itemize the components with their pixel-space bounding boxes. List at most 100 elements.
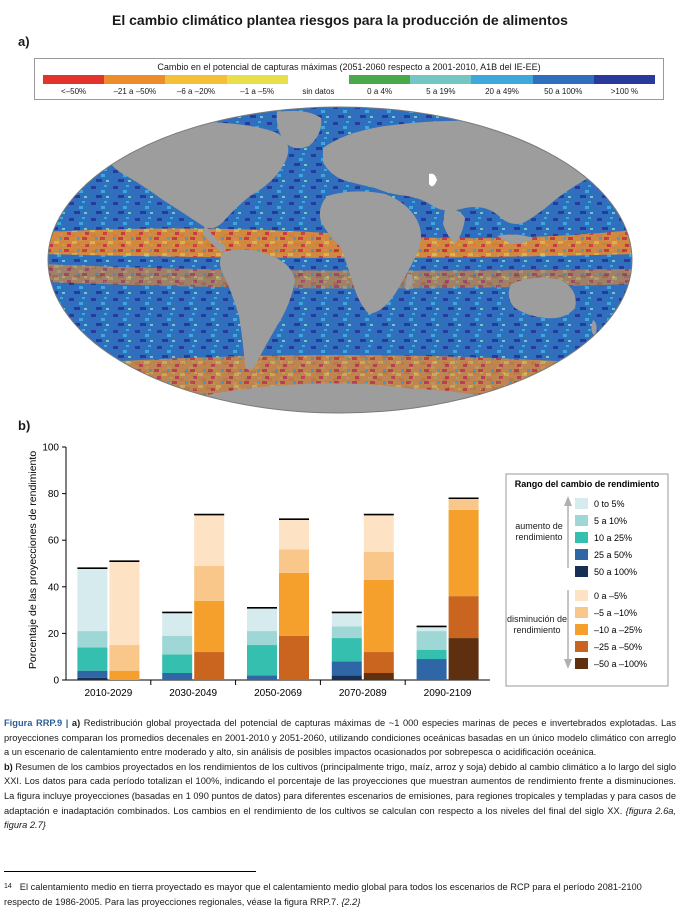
increase-bar-segment	[247, 631, 277, 646]
legend-increase-group: aumento de rendimiento	[515, 521, 563, 542]
footnote-number: 14	[4, 883, 12, 890]
map-outline	[47, 106, 633, 414]
figure-caption: Figura RRP.9 | a) Redistribución global …	[4, 716, 676, 833]
catch-legend-label: –21 a –50%	[113, 87, 157, 96]
increase-bar-segment	[77, 568, 108, 632]
world-ocean-map	[47, 106, 633, 414]
catch-legend-swatch	[593, 75, 656, 84]
south-america-landmass	[220, 249, 295, 370]
legend-increase-swatch	[575, 498, 588, 509]
decrease-bar-segment	[363, 652, 394, 674]
legend-increase-label-item: 5 a 10%	[594, 516, 627, 526]
y-tick-label: 20	[48, 629, 60, 640]
y-tick-label: 0	[53, 676, 59, 687]
decrease-bar-segment	[363, 673, 394, 680]
catch-legend-label: sin datos	[302, 87, 335, 96]
footnote-text: El calentamiento medio en tierra proyect…	[4, 882, 642, 907]
catch-legend-swatch	[532, 75, 594, 84]
catch-legend-label: –6 a –20%	[176, 87, 216, 96]
legend-increase-swatch	[575, 549, 588, 560]
decrease-bar-segment	[194, 600, 225, 653]
y-tick-label: 60	[48, 536, 60, 547]
catch-legend-label: >100 %	[610, 87, 639, 96]
x-tick-label: 2030-2049	[169, 688, 217, 699]
map-body	[48, 107, 632, 413]
legend-decrease-swatch	[575, 641, 588, 652]
decrease-bar-segment	[363, 514, 394, 552]
legend-title: Rango del cambio de rendimiento	[515, 479, 660, 489]
y-tick-label: 40	[48, 582, 60, 593]
decrease-bar-segment	[194, 514, 225, 566]
greenland-landmass	[276, 110, 322, 149]
increase-bar-segment	[247, 675, 277, 680]
legend-increase-label-item: 25 a 50%	[594, 550, 632, 560]
increase-bar-segment	[162, 654, 193, 674]
legend-increase-swatch	[575, 515, 588, 526]
increase-bar-segment	[162, 635, 193, 655]
increase-bar-segment	[77, 631, 108, 648]
increase-bar-segment	[162, 673, 193, 680]
decrease-bar-segment	[109, 670, 140, 680]
catch-legend-title: Cambio en el potencial de capturas máxim…	[157, 62, 541, 72]
caption-refs: {figura 2.6a, figura 2.7}	[4, 805, 676, 831]
decrease-arrow-head	[564, 659, 572, 669]
catch-legend-label: –1 a –5%	[240, 87, 275, 96]
decrease-bar-segment	[448, 638, 479, 680]
increase-bar-segment	[77, 670, 108, 678]
australia-landmass	[508, 277, 576, 319]
decrease-bar-segment	[279, 635, 309, 680]
y-tick-label: 100	[42, 443, 59, 454]
increase-bar-segment	[331, 661, 362, 676]
legend-decrease-label-item: –5 a –10%	[594, 608, 637, 618]
decrease-bar-segment	[363, 551, 394, 580]
caption-part-a-letter: a)	[71, 718, 81, 728]
catch-legend-swatch	[287, 75, 350, 84]
catch-legend-label: 5 a 19%	[426, 87, 456, 96]
legend-decrease-label-item: –10 a –25%	[594, 625, 642, 635]
catch-legend-label: 0 a 4%	[367, 87, 393, 96]
x-tick-label: 2050-2069	[254, 688, 302, 699]
legend-decrease-label-item: –50 a –100%	[594, 659, 647, 669]
caption-part-b-text: Resumen de los cambios proyectados en lo…	[4, 761, 676, 816]
catch-legend-colorbar	[43, 75, 656, 84]
y-tick-label: 80	[48, 489, 60, 500]
legend-decrease-swatch	[575, 607, 588, 618]
increase-bar-segment	[331, 612, 362, 627]
increase-bar-segment	[247, 645, 277, 676]
subtropical-decline-band	[48, 264, 632, 289]
catch-legend-swatch	[43, 75, 105, 84]
increase-bar-segment	[416, 659, 447, 680]
north-america-landmass	[104, 122, 289, 229]
increase-bar-segment	[162, 612, 193, 636]
new-zealand-landmass	[591, 320, 597, 336]
decrease-bar-segment	[194, 565, 225, 601]
legend-increase-label-item: 10 a 25%	[594, 533, 632, 543]
increase-bar-segment	[331, 675, 362, 680]
footnote: 14 El calentamiento medio en tierra proye…	[4, 880, 676, 909]
decrease-bar-segment	[279, 519, 309, 550]
central-america-landmass	[203, 224, 226, 252]
legend-increase-label-item: 50 a 100%	[594, 567, 637, 577]
legend-decrease-label: disminución de rendimiento	[506, 614, 568, 635]
legend-decrease-label-item: 0 a –5%	[594, 591, 627, 601]
decrease-bar-segment	[109, 645, 140, 671]
legend-increase-swatch	[575, 532, 588, 543]
decrease-bar-segment	[448, 498, 479, 510]
footnote-separator	[4, 871, 256, 872]
decrease-bar-segment	[448, 596, 479, 639]
madagascar-landmass	[405, 273, 413, 290]
caption-part-a-text: Redistribución global proyectada del pot…	[4, 718, 676, 758]
legend-items: 0 to 5% 5 a 10% 10 a 25% 25 a 50% 50 a 100% 0…	[575, 498, 647, 669]
catch-legend-swatch	[471, 75, 533, 84]
india-landmass	[443, 208, 465, 244]
catch-legend-swatch	[104, 75, 166, 84]
legend-decrease-swatch	[575, 624, 588, 635]
catch-legend-label: 20 a 49%	[485, 87, 519, 96]
crop-yield-chart: 0 20 40 60 80 100 2010-2029 2030-2049 2050-2069…	[27, 443, 669, 699]
catch-legend-label: <–50%	[61, 87, 87, 96]
catch-potential-legend: Cambio en el potencial de capturas máxim…	[34, 58, 664, 100]
increase-bar-segment	[77, 677, 108, 680]
increase-bar-segment	[416, 631, 447, 650]
decrease-bar-segment	[279, 572, 309, 636]
legend-decrease-label-item: –25 a –50%	[594, 642, 642, 652]
